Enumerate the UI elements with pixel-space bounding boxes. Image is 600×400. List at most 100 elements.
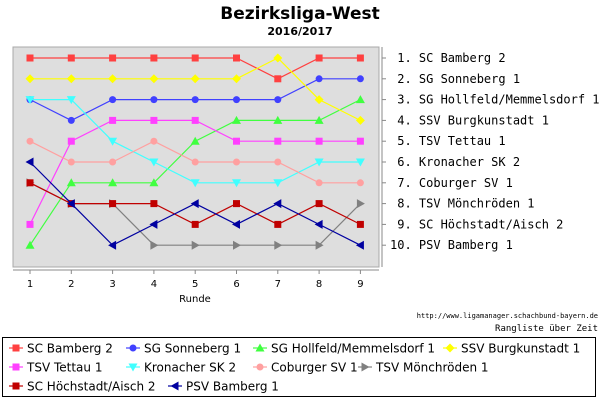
data-point [232,74,241,84]
data-point [233,240,241,250]
data-point [150,137,158,145]
data-point [232,115,241,124]
legend-marker [361,362,370,372]
x-tick-label: 5 [192,279,198,290]
data-point [66,199,75,209]
data-point [66,74,76,84]
series-group [25,53,365,125]
data-point [314,219,323,229]
data-point [67,116,75,124]
data-point [315,54,323,62]
data-point [149,158,159,167]
data-point [232,179,241,188]
legend-item: PSV Bamberg 1 [168,380,279,394]
data-point [66,178,76,187]
legend-label: TSV Mönchröden 1 [375,361,489,375]
legend-item: TSV Tettau 1 [9,361,102,375]
data-point [190,74,200,84]
data-point [274,220,282,228]
source-url: http://www.ligamanager.schachbund-bayern… [417,312,598,320]
data-point [149,178,159,187]
legend-label: SC Höchstadt/Aisch 2 [27,380,156,394]
legend-label: SG Hollfeld/Memmelsdorf 1 [271,342,435,356]
data-point [108,137,118,146]
data-point [233,200,240,208]
data-point [355,240,364,250]
series-group [25,96,365,188]
legend-marker [12,363,20,371]
legend-label: SG Sonneberg 1 [144,342,241,356]
rank-label: 9. SC Höchstadt/Aisch 2 [390,217,563,231]
data-point [150,96,158,104]
data-point [233,54,240,62]
legend-marker [255,343,265,352]
legend-marker [256,363,264,371]
series-group [25,157,364,250]
legend-label: TSV Tettau 1 [26,361,102,375]
data-point [190,136,200,145]
legend-marker [170,381,179,391]
rank-label: 7. Coburger SV 1 [390,176,513,190]
data-point [26,137,34,145]
data-point [150,240,159,250]
x-axis-ticks: 1 2 3 4 5 6 7 8 9 [27,270,364,290]
series-group [26,179,364,228]
data-point [66,96,76,105]
data-point [355,95,365,104]
data-point [274,75,282,83]
data-point [25,96,35,105]
data-point [191,96,199,104]
data-point [356,199,365,209]
legend-marker [12,382,20,390]
legend-item: SG Hollfeld/Memmelsdorf 1 [253,342,435,356]
data-point [233,158,240,166]
legend-item: SC Bamberg 2 [9,342,113,356]
data-point [356,54,364,62]
data-point [67,137,75,145]
chart-caption: Rangliste über Zeit [495,324,598,334]
series-layer [25,53,365,250]
data-point [273,53,283,63]
data-point [25,157,34,167]
data-point [26,179,34,187]
data-point [150,200,158,208]
data-point [355,115,365,125]
data-point [274,137,282,145]
data-point [315,137,323,145]
legend-item: Kronacher SK 2 [126,361,236,375]
plot-area [12,46,380,268]
x-tick-label: 6 [233,279,239,290]
data-point [109,158,117,166]
data-point [149,74,159,84]
data-point [315,240,324,250]
data-point [108,74,118,84]
data-point [108,178,118,187]
legend-item: SC Höchstadt/Aisch 2 [9,380,156,394]
data-point [356,179,364,187]
x-axis-label: Runde [179,294,211,305]
rank-label: 2. SG Sonneberg 1 [390,72,520,86]
data-point [149,219,158,229]
legend-item: Coburger SV 1 [253,361,358,375]
data-point [315,75,323,83]
x-tick-label: 2 [68,279,74,290]
series-group [25,95,365,249]
legend-svg: SC Bamberg 2 SG Sonneberg 1 SG Hollfeld/Me… [9,342,580,394]
data-point [67,54,75,62]
data-point [356,137,364,145]
data-point [274,158,282,166]
data-point [314,115,324,124]
right-axis-labels: 1. SC Bamberg 2 2. SG Sonneberg 1 3. SG … [382,51,600,252]
legend-marker [128,363,138,372]
x-tick-label: 7 [275,279,281,290]
data-point [25,74,35,84]
legend-label: SSV Burgkunstadt 1 [461,342,580,356]
data-point [356,75,364,83]
legend-item: SG Sonneberg 1 [126,342,241,356]
legend-label: Kronacher SK 2 [144,361,236,375]
data-point [191,116,199,124]
data-point [233,137,240,145]
data-point [150,54,158,62]
legend-item: TSV Mönchröden 1 [358,361,489,375]
